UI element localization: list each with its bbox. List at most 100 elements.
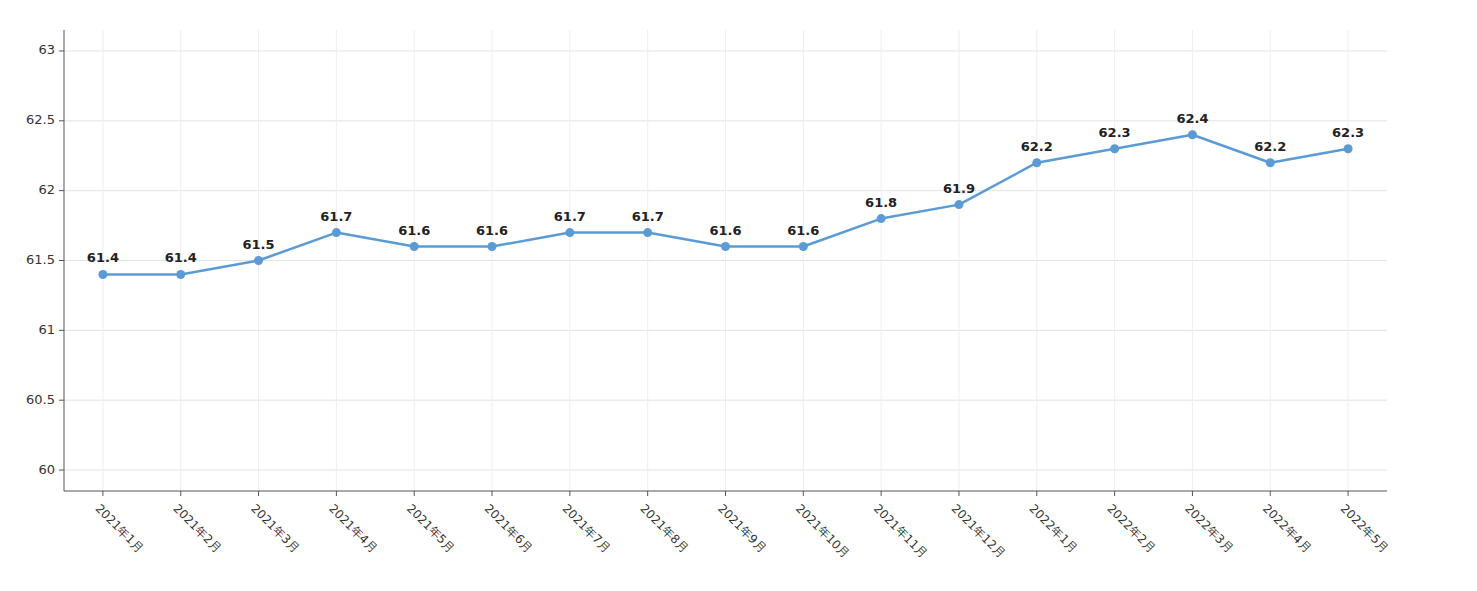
plot-area <box>98 130 1352 279</box>
data-label: 62.4 <box>1176 111 1208 126</box>
x-grid-line <box>1036 30 1037 491</box>
data-point <box>1110 144 1119 153</box>
x-tick <box>881 491 882 496</box>
chart-container: 6060.56161.56262.5632021年1月2021年2月2021年3… <box>0 0 1477 591</box>
data-label: 61.6 <box>398 223 430 238</box>
data-point <box>254 256 263 265</box>
y-tick <box>59 260 64 261</box>
y-tick-label: 62 <box>38 182 55 197</box>
data-label: 61.8 <box>865 195 897 210</box>
x-grid-line <box>881 30 882 491</box>
data-point <box>332 228 341 237</box>
x-tick <box>336 491 337 496</box>
x-tick <box>258 491 259 496</box>
y-tick <box>59 190 64 191</box>
data-point <box>954 200 963 209</box>
y-axis-line <box>64 30 65 491</box>
x-tick-label: 2021年8月 <box>637 501 691 555</box>
x-tick-label: 2022年3月 <box>1182 501 1236 555</box>
data-label: 61.7 <box>632 209 664 224</box>
x-axis-line <box>64 491 1387 492</box>
x-tick <box>647 491 648 496</box>
x-tick <box>1192 491 1193 496</box>
x-tick-label: 2021年7月 <box>560 501 614 555</box>
x-tick-label: 2021年2月 <box>170 501 224 555</box>
x-tick <box>1270 491 1271 496</box>
y-tick-label: 60 <box>38 462 55 477</box>
data-point <box>1188 130 1197 139</box>
data-point <box>799 242 808 251</box>
x-grid-line <box>725 30 726 491</box>
axes: 6060.56161.56262.5632021年1月2021年2月2021年3… <box>26 30 1392 561</box>
x-grid-line <box>1270 30 1271 491</box>
data-label: 61.4 <box>87 250 119 265</box>
data-label: 61.5 <box>243 237 275 252</box>
x-grid-line <box>803 30 804 491</box>
y-tick <box>59 400 64 401</box>
y-tick-label: 60.5 <box>26 392 55 407</box>
data-point <box>1032 158 1041 167</box>
x-tick-label: 2021年10月 <box>793 501 852 560</box>
data-point <box>877 214 886 223</box>
data-label: 62.3 <box>1099 125 1131 140</box>
x-grid-line <box>1192 30 1193 491</box>
data-point <box>565 228 574 237</box>
data-point <box>488 242 497 251</box>
x-grid-line <box>647 30 648 491</box>
x-tick <box>1348 491 1349 496</box>
x-tick-label: 2021年9月 <box>715 501 769 555</box>
y-tick <box>59 330 64 331</box>
x-tick-label: 2021年3月 <box>248 501 302 555</box>
x-tick-label: 2021年11月 <box>871 501 930 560</box>
x-tick <box>102 491 103 496</box>
data-label: 61.4 <box>165 250 197 265</box>
x-tick-label: 2021年12月 <box>949 501 1008 560</box>
x-tick-label: 2022年4月 <box>1260 501 1314 555</box>
x-grid-line <box>569 30 570 491</box>
data-label: 61.6 <box>476 223 508 238</box>
y-tick-label: 61 <box>38 322 55 337</box>
data-label: 61.9 <box>943 181 975 196</box>
y-tick <box>59 50 64 51</box>
x-tick <box>569 491 570 496</box>
x-tick-label: 2021年1月 <box>93 501 147 555</box>
y-tick-label: 61.5 <box>26 252 55 267</box>
y-tick <box>59 470 64 471</box>
data-point <box>643 228 652 237</box>
x-tick-label: 2021年4月 <box>326 501 380 555</box>
x-tick-label: 2022年5月 <box>1338 501 1392 555</box>
data-label: 61.6 <box>787 223 819 238</box>
x-grid-line <box>492 30 493 491</box>
x-tick <box>414 491 415 496</box>
x-tick-label: 2022年2月 <box>1104 501 1158 555</box>
data-line <box>103 135 1348 275</box>
data-label: 61.7 <box>320 209 352 224</box>
x-grid-line <box>958 30 959 491</box>
x-tick <box>725 491 726 496</box>
chart-svg: 6060.56161.56262.5632021年1月2021年2月2021年3… <box>0 0 1477 591</box>
data-label: 61.6 <box>709 223 741 238</box>
y-tick <box>59 120 64 121</box>
x-tick <box>1036 491 1037 496</box>
data-point <box>176 270 185 279</box>
x-grid-line <box>336 30 337 491</box>
x-tick <box>180 491 181 496</box>
y-tick-label: 63 <box>38 42 55 57</box>
data-point <box>98 270 107 279</box>
grid <box>64 30 1387 491</box>
data-label: 61.7 <box>554 209 586 224</box>
data-point <box>410 242 419 251</box>
x-grid-line <box>1348 30 1349 491</box>
x-tick <box>492 491 493 496</box>
x-grid-line <box>1114 30 1115 491</box>
x-grid-line <box>414 30 415 491</box>
data-label: 62.2 <box>1021 139 1053 154</box>
x-tick-label: 2021年5月 <box>404 501 458 555</box>
x-tick <box>1114 491 1115 496</box>
x-tick <box>803 491 804 496</box>
data-point <box>1344 144 1353 153</box>
data-point <box>721 242 730 251</box>
x-tick-label: 2021年6月 <box>482 501 536 555</box>
data-point <box>1266 158 1275 167</box>
data-labels: 61.4 61.4 61.5 61.7 61.6 61.6 61.7 61.7 61.6 61.6… <box>87 111 1364 266</box>
